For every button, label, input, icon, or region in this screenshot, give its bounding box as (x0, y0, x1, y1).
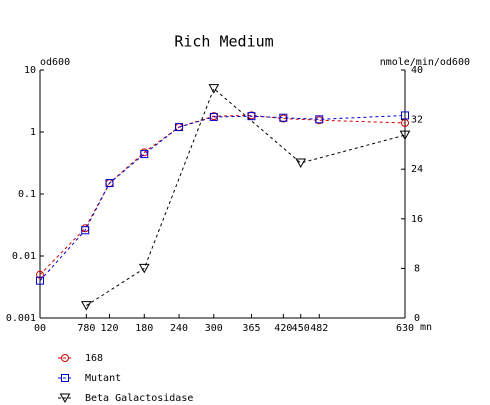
point (208, 84, 220, 94)
x-tick-label: 00 (34, 323, 46, 334)
point (315, 115, 324, 124)
y-tick-label: 0.1 (18, 189, 36, 200)
point (401, 118, 409, 127)
point (140, 150, 149, 159)
point (36, 270, 44, 279)
x-tick-label: 365 (242, 323, 260, 334)
chart-title: Rich Medium (174, 33, 273, 51)
y2-tick-label: 16 (411, 214, 423, 225)
point (279, 113, 288, 122)
y2-tick-label: 0 (414, 313, 420, 324)
point (247, 112, 256, 121)
x-tick-label: 240 (170, 323, 188, 334)
y2-axis-label: nmole/min/od600 (380, 57, 470, 68)
y2-tick-label: 32 (411, 115, 423, 126)
y-tick-label: 0.001 (6, 313, 36, 324)
legend-label: Mutant (85, 373, 121, 384)
point (105, 179, 114, 188)
x-tick-label: 630 (396, 323, 414, 334)
point (295, 158, 307, 169)
point (138, 263, 150, 274)
legend-label: 168 (85, 353, 103, 364)
x-tick-label: 120 (100, 323, 118, 334)
x-axis-label: mn (420, 322, 432, 333)
series-line (39, 114, 406, 276)
legend-label: Beta Galactosidase (85, 393, 193, 404)
x-tick-label: 180 (135, 323, 153, 334)
legend-marker (59, 393, 71, 404)
y-tick-label: 10 (24, 65, 36, 76)
series-line (39, 114, 406, 282)
x-tick-label: 780 (77, 323, 95, 334)
point (81, 226, 90, 235)
x-tick-label: 450 (292, 323, 310, 334)
point (175, 123, 184, 132)
y-axis-label: od600 (40, 57, 70, 68)
point (399, 130, 411, 141)
x-tick-label: 300 (205, 323, 223, 334)
x-tick-label: 482 (310, 323, 328, 334)
legend-marker (61, 354, 69, 362)
y-tick-label: 1 (30, 127, 36, 138)
y2-tick-label: 40 (411, 65, 423, 76)
point (80, 301, 92, 311)
y-tick-label: 0.01 (12, 251, 36, 262)
legend-marker (61, 374, 69, 382)
y2-tick-label: 8 (414, 263, 420, 274)
x-tick-label: 420 (274, 323, 292, 334)
point (36, 276, 44, 285)
point (209, 112, 218, 121)
y2-tick-label: 24 (411, 164, 423, 175)
point (401, 111, 409, 120)
